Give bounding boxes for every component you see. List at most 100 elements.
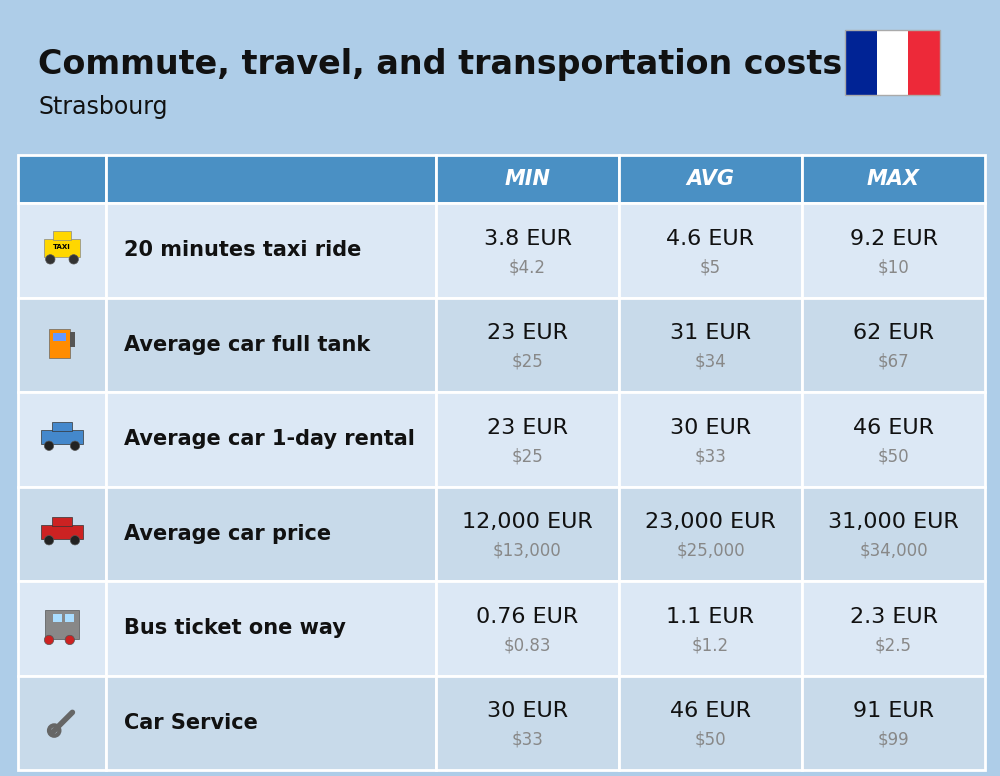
Text: Average car 1-day rental: Average car 1-day rental [124, 429, 415, 449]
Text: AVG: AVG [686, 169, 734, 189]
Bar [44, 238, 80, 257]
Text: 46 EUR: 46 EUR [853, 418, 934, 438]
Text: 2.3 EUR: 2.3 EUR [850, 607, 938, 627]
Bar [436, 203, 619, 297]
Text: 0.76 EUR: 0.76 EUR [476, 607, 579, 627]
Bar [619, 203, 802, 297]
Circle shape [46, 255, 55, 264]
Bar [49, 329, 70, 358]
Text: $34: $34 [695, 353, 726, 371]
Bar [436, 675, 619, 770]
Bar [845, 30, 877, 95]
Bar [53, 614, 62, 622]
Text: 23 EUR: 23 EUR [487, 418, 568, 438]
Text: 30 EUR: 30 EUR [670, 418, 751, 438]
Bar [802, 392, 985, 487]
Text: $50: $50 [878, 447, 909, 466]
Bar [619, 155, 802, 203]
Text: 31 EUR: 31 EUR [670, 324, 751, 344]
Text: $5: $5 [700, 258, 721, 276]
Text: 4.6 EUR: 4.6 EUR [666, 229, 755, 249]
Bar [106, 487, 436, 581]
Text: Bus ticket one way: Bus ticket one way [124, 618, 346, 638]
Text: Car Service: Car Service [124, 712, 258, 733]
Text: Commute, travel, and transportation costs: Commute, travel, and transportation cost… [38, 48, 842, 81]
Bar [18, 203, 106, 297]
Text: 20 minutes taxi ride: 20 minutes taxi ride [124, 241, 361, 260]
Circle shape [44, 636, 54, 645]
Bar [106, 203, 436, 297]
Text: 9.2 EUR: 9.2 EUR [850, 229, 938, 249]
Text: 31,000 EUR: 31,000 EUR [828, 512, 959, 532]
Text: $10: $10 [878, 258, 909, 276]
Bar [106, 155, 436, 203]
Bar [802, 675, 985, 770]
Text: Strasbourg: Strasbourg [38, 95, 168, 119]
Text: $99: $99 [878, 731, 909, 749]
Bar [106, 392, 436, 487]
Text: 3.8 EUR: 3.8 EUR [484, 229, 572, 249]
Text: $4.2: $4.2 [509, 258, 546, 276]
Text: $1.2: $1.2 [692, 636, 729, 654]
Bar [18, 392, 106, 487]
Circle shape [65, 636, 74, 645]
Bar [877, 30, 908, 95]
Text: 62 EUR: 62 EUR [853, 324, 934, 344]
Bar [802, 297, 985, 392]
Bar [436, 581, 619, 675]
Bar [53, 230, 71, 240]
Bar [619, 297, 802, 392]
Text: 12,000 EUR: 12,000 EUR [462, 512, 593, 532]
Text: $67: $67 [878, 353, 909, 371]
Circle shape [70, 441, 80, 450]
Bar [619, 392, 802, 487]
Text: 30 EUR: 30 EUR [487, 702, 568, 722]
Text: $25: $25 [512, 353, 543, 371]
Bar [802, 155, 985, 203]
Bar [908, 30, 940, 95]
Bar [65, 614, 74, 622]
Bar [18, 297, 106, 392]
Bar [18, 581, 106, 675]
Text: Average car full tank: Average car full tank [124, 334, 370, 355]
Circle shape [70, 535, 80, 545]
Bar [41, 525, 83, 539]
Text: $25: $25 [512, 447, 543, 466]
Bar [106, 581, 436, 675]
Bar [52, 517, 72, 526]
Bar [436, 297, 619, 392]
Bar [45, 610, 79, 639]
Text: $33: $33 [512, 731, 543, 749]
Bar [436, 487, 619, 581]
Bar [106, 297, 436, 392]
Bar [845, 30, 940, 95]
Text: MAX: MAX [867, 169, 920, 189]
Bar [70, 332, 75, 348]
Bar [18, 675, 106, 770]
Text: $13,000: $13,000 [493, 542, 562, 559]
Text: 91 EUR: 91 EUR [853, 702, 934, 722]
Text: $33: $33 [695, 447, 726, 466]
Bar [18, 155, 106, 203]
Bar [18, 487, 106, 581]
Bar [41, 430, 83, 445]
Text: Average car price: Average car price [124, 524, 331, 544]
Text: 46 EUR: 46 EUR [670, 702, 751, 722]
Bar [619, 675, 802, 770]
Circle shape [44, 535, 54, 545]
Bar [619, 487, 802, 581]
Bar [619, 581, 802, 675]
Text: 23,000 EUR: 23,000 EUR [645, 512, 776, 532]
Text: $2.5: $2.5 [875, 636, 912, 654]
Text: 23 EUR: 23 EUR [487, 324, 568, 344]
Bar [436, 155, 619, 203]
Bar [802, 203, 985, 297]
Text: $34,000: $34,000 [859, 542, 928, 559]
Text: TAXI: TAXI [53, 244, 71, 250]
Circle shape [69, 255, 78, 264]
Bar [52, 422, 72, 431]
Circle shape [44, 441, 54, 450]
Text: $50: $50 [695, 731, 726, 749]
Bar [802, 581, 985, 675]
Text: $0.83: $0.83 [504, 636, 551, 654]
